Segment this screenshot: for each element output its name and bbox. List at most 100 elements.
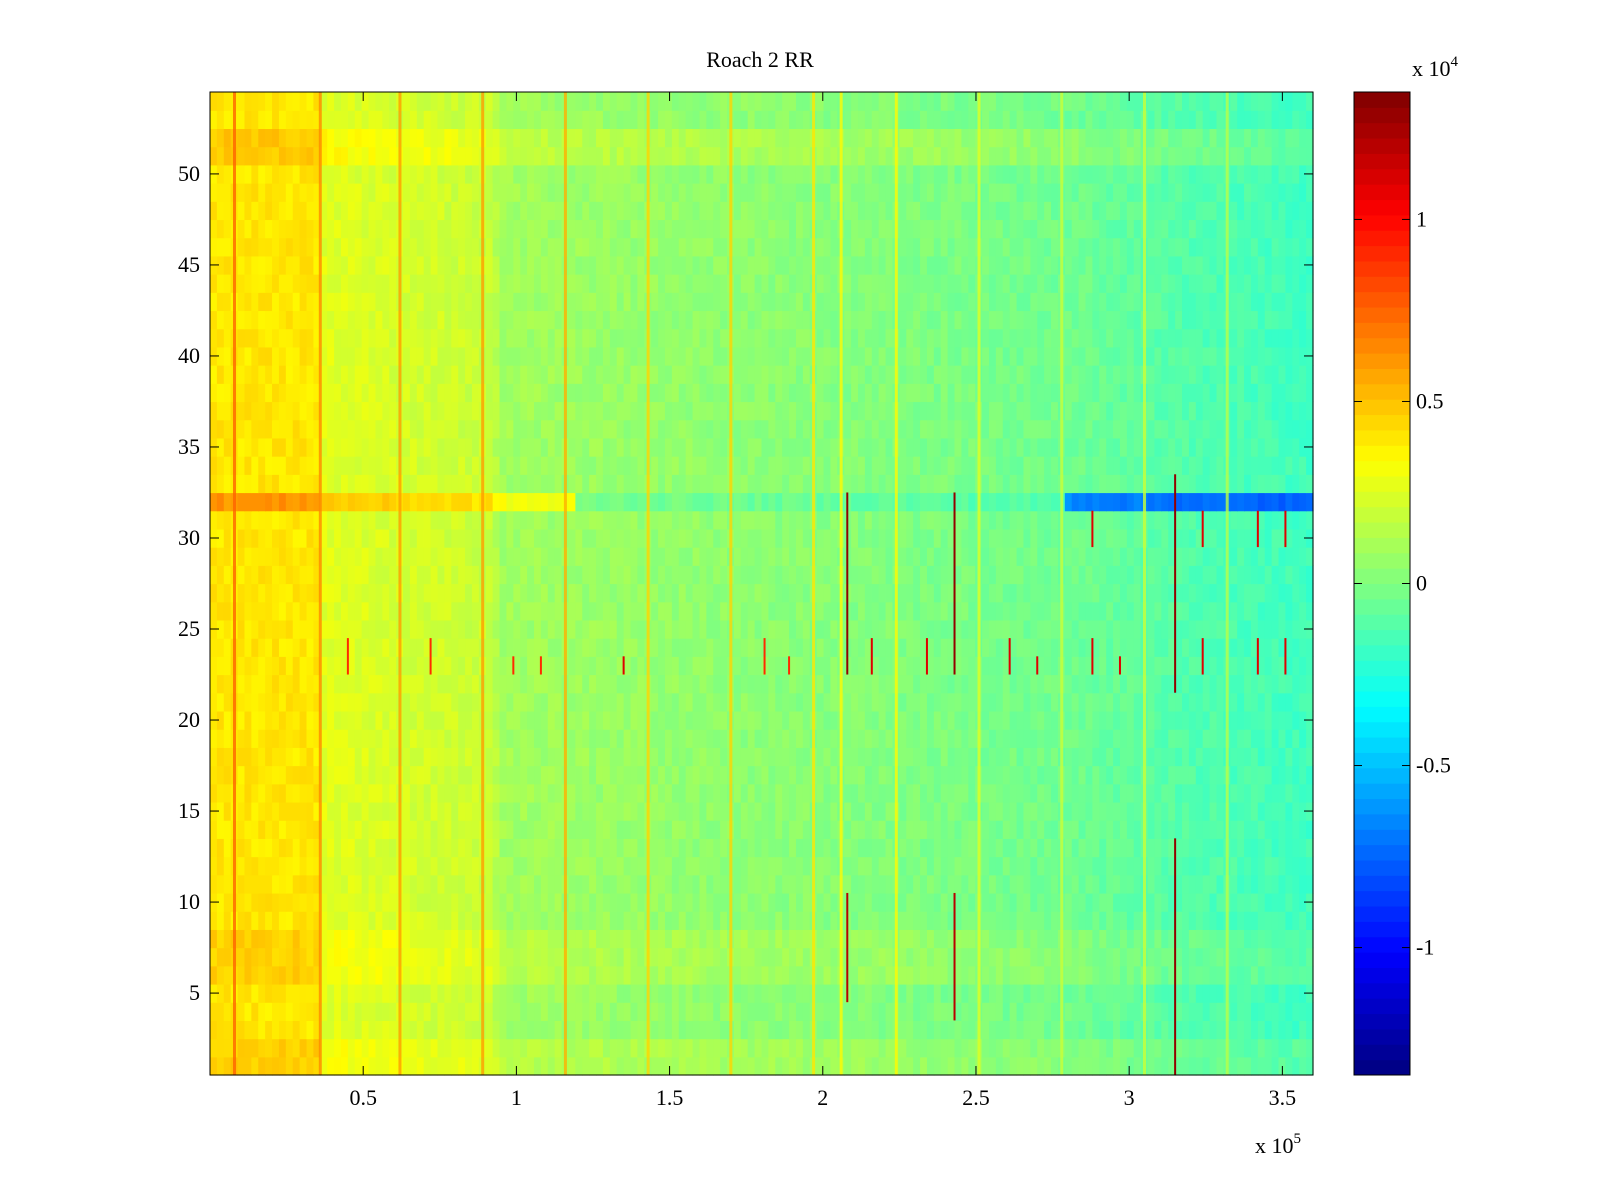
heatmap-cell xyxy=(1202,1020,1211,1040)
heatmap-cell xyxy=(1216,674,1224,694)
heatmap-cell xyxy=(1264,583,1273,603)
heatmap-cell xyxy=(1216,783,1224,803)
heatmap-cell xyxy=(527,583,535,603)
heatmap-cell xyxy=(361,619,370,639)
heatmap-cell xyxy=(368,583,377,603)
heatmap-cell xyxy=(623,510,632,530)
heatmap-cell xyxy=(630,947,639,967)
heatmap-cell xyxy=(982,565,990,585)
heatmap-cell xyxy=(637,528,645,548)
heatmap-cell xyxy=(995,1002,1004,1021)
heatmap-cell xyxy=(375,929,383,949)
heatmap-cell xyxy=(678,547,687,566)
heatmap-cell xyxy=(465,929,473,949)
heatmap-cell xyxy=(1085,947,1093,967)
heatmap-cell xyxy=(423,801,432,821)
heatmap-cell xyxy=(430,874,439,894)
heatmap-cell xyxy=(995,692,1004,712)
heatmap-cell xyxy=(327,510,335,530)
heatmap-cell xyxy=(1188,601,1197,621)
heatmap-cell xyxy=(499,838,508,858)
heatmap-cell xyxy=(816,1038,825,1058)
heatmap-cell xyxy=(699,820,707,839)
heatmap-cell xyxy=(671,565,680,585)
heatmap-cell xyxy=(1133,765,1142,785)
heatmap-cell xyxy=(692,547,701,566)
heatmap-cell xyxy=(265,765,273,785)
heatmap-cell xyxy=(589,1038,597,1058)
heatmap-cell xyxy=(368,856,377,876)
heatmap-cell xyxy=(1071,911,1080,930)
heatmap-cell xyxy=(1250,583,1259,603)
heatmap-cell xyxy=(409,765,418,785)
heatmap-cell xyxy=(1037,601,1045,621)
heatmap-cell xyxy=(1023,892,1031,912)
heatmap-cell xyxy=(685,1002,694,1021)
heatmap-cell xyxy=(471,674,480,694)
heatmap-cell xyxy=(237,638,246,657)
heatmap-cell xyxy=(630,674,639,694)
heatmap-cell xyxy=(864,874,873,894)
heatmap-cell xyxy=(506,874,514,894)
heatmap-cell xyxy=(954,783,963,803)
heatmap-cell xyxy=(692,1020,701,1040)
heatmap-cell xyxy=(327,747,335,767)
heatmap-cell xyxy=(327,1020,335,1040)
heatmap-cell xyxy=(664,965,673,985)
heatmap-cell xyxy=(1126,874,1135,894)
heatmap-cell xyxy=(733,947,742,967)
heatmap-cell xyxy=(961,983,969,1003)
heatmap-cell xyxy=(947,1056,956,1076)
heatmap-cell xyxy=(534,1002,542,1021)
heatmap-cell xyxy=(513,547,521,566)
heatmap-cell xyxy=(802,965,811,985)
heatmap-cell xyxy=(361,528,370,548)
heatmap-cell xyxy=(216,619,225,639)
heatmap-cell xyxy=(1257,528,1266,548)
heatmap-cell xyxy=(451,692,459,712)
heatmap-cell xyxy=(285,710,294,730)
heatmap-cell xyxy=(382,747,390,767)
heatmap-cell xyxy=(1085,547,1093,566)
heatmap-cell xyxy=(1292,528,1300,548)
heatmap-cell xyxy=(920,983,928,1003)
heatmap-cell xyxy=(506,1056,514,1076)
heatmap-cell xyxy=(913,801,921,821)
heatmap-cell xyxy=(685,583,694,603)
heatmap-cell xyxy=(671,729,680,748)
heatmap-cell xyxy=(451,492,459,512)
heatmap-cell xyxy=(596,674,604,694)
heatmap-cell xyxy=(1168,947,1176,967)
heatmap-cell xyxy=(899,929,907,949)
heatmap-cell xyxy=(327,1056,335,1076)
heatmap-cell xyxy=(685,638,694,657)
heatmap-cell xyxy=(1244,929,1252,949)
heatmap-cell xyxy=(685,547,694,566)
heatmap-cell xyxy=(313,492,321,512)
heatmap-cell xyxy=(623,619,632,639)
heatmap-cell xyxy=(947,674,956,694)
heatmap-cell xyxy=(582,783,590,803)
heatmap-cell xyxy=(664,765,673,785)
heatmap-cell xyxy=(272,638,280,657)
heatmap-cell xyxy=(782,619,790,639)
heatmap-cell xyxy=(651,692,659,712)
heatmap-cell xyxy=(1009,674,1018,694)
heatmap-cell xyxy=(933,874,942,894)
heatmap-cell xyxy=(1292,874,1300,894)
heatmap-cell xyxy=(1016,583,1025,603)
heatmap-cell xyxy=(1064,820,1073,839)
heatmap-cell xyxy=(1092,710,1100,730)
heatmap-cell xyxy=(1285,528,1293,548)
heatmap-cell xyxy=(940,783,949,803)
heatmap-cell xyxy=(782,710,790,730)
heatmap-cell xyxy=(995,547,1004,566)
heatmap-cell xyxy=(1119,1020,1128,1040)
heatmap-cell xyxy=(878,783,887,803)
heatmap-cell xyxy=(1071,747,1080,767)
heatmap-cell xyxy=(520,710,528,730)
heatmap-cell xyxy=(1030,765,1038,785)
heatmap-cell xyxy=(1106,765,1114,785)
heatmap-cell xyxy=(1023,619,1031,639)
heatmap-cell xyxy=(671,1020,680,1040)
